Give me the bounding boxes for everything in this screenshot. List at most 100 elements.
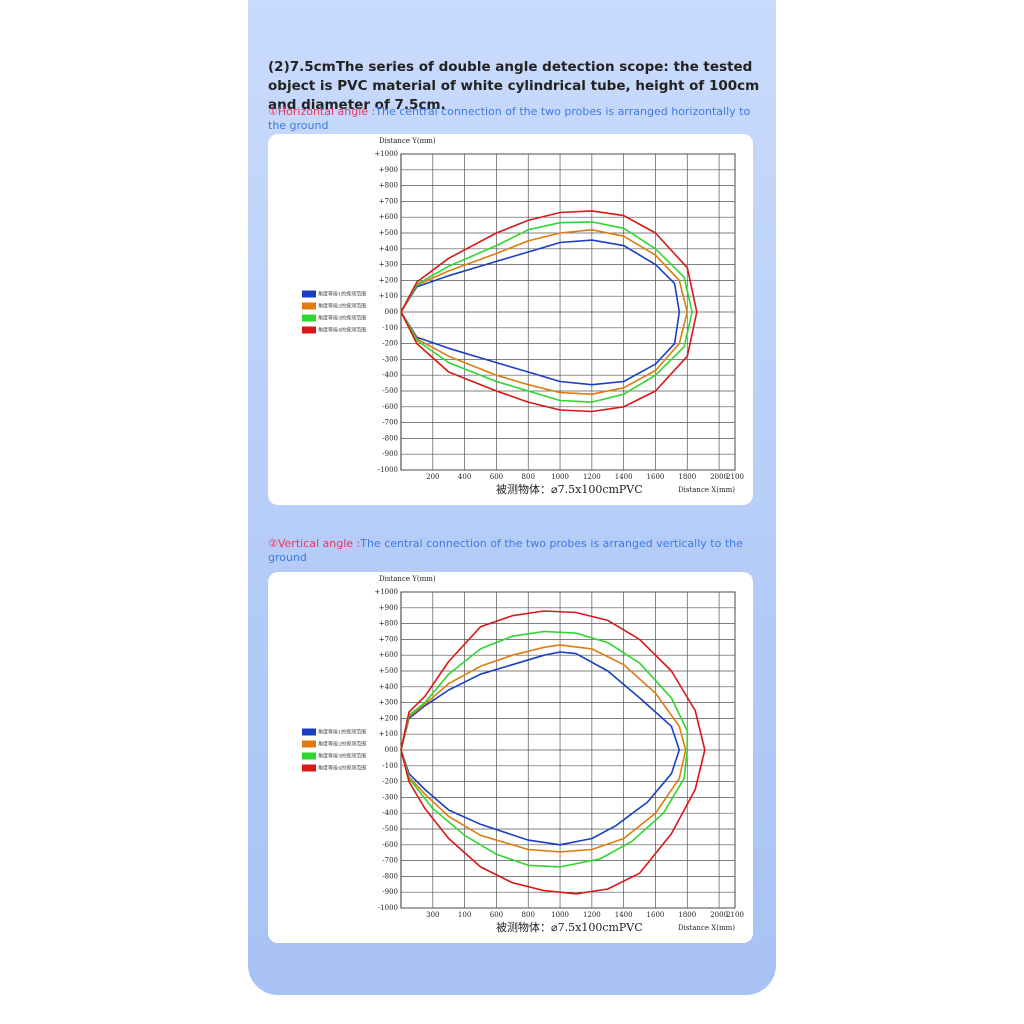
- x-tick-label: 1400: [615, 911, 633, 919]
- y-tick-label: +900: [379, 604, 398, 612]
- y-tick-label: +100: [379, 292, 398, 300]
- x-tick-label: 800: [522, 911, 535, 919]
- y-tick-label: +1000: [374, 588, 398, 596]
- y-tick-label: 000: [385, 746, 398, 754]
- y-tick-label: +400: [379, 245, 398, 253]
- x-tick-label: 200: [426, 473, 439, 481]
- y-tick-label: -1000: [378, 904, 398, 912]
- legend-label: 角度等级4的探测范围: [318, 327, 366, 334]
- y-tick-label: -100: [382, 324, 398, 332]
- legend-label: 角度等级1的探测范围: [318, 291, 366, 298]
- legend-swatch: [302, 764, 316, 772]
- y-tick-label: +500: [379, 667, 398, 675]
- legend-label: 角度等级2的探测范围: [318, 741, 366, 748]
- series-line: [400, 210, 698, 413]
- y-axis-label: Distance Y(mm): [379, 137, 436, 145]
- y-tick-label: +200: [379, 276, 398, 284]
- y-tick-label: -200: [382, 340, 398, 348]
- x-tick-label: 1600: [647, 911, 665, 919]
- y-tick-label: -900: [382, 888, 398, 896]
- caption-text: The central connection of the two probes…: [268, 105, 751, 132]
- legend-swatch: [302, 314, 316, 322]
- x-tick-label: 2100: [726, 911, 744, 919]
- chart-panel: +1000 +900 +800 +700 +600 +500 +400 +300 +200 +10…: [268, 134, 753, 505]
- legend-swatch: [302, 752, 316, 760]
- y-tick-label: -600: [382, 841, 398, 849]
- x-axis-label: Distance X(mm): [678, 486, 735, 494]
- caption-text: The central connection of the two probes…: [268, 537, 743, 564]
- series-line: [400, 630, 689, 868]
- y-tick-label: -700: [382, 857, 398, 865]
- y-tick-label: -600: [382, 403, 398, 411]
- y-tick-label: +700: [379, 197, 398, 205]
- x-tick-label: 2000: [710, 911, 728, 919]
- legend-label: 角度等级3的探测范围: [318, 315, 366, 322]
- y-tick-label: +300: [379, 699, 398, 707]
- legend-swatch: [302, 728, 316, 736]
- legend-swatch: [302, 326, 316, 334]
- series-line: [400, 651, 681, 846]
- legend-label: 角度等级1的探测范围: [318, 729, 366, 736]
- y-tick-label: -500: [382, 387, 398, 395]
- x-tick-label: 1600: [647, 473, 665, 481]
- y-tick-label: +800: [379, 620, 398, 628]
- caption-label: ①Horizontal angle :: [268, 105, 376, 118]
- heading: (2)7.5cmThe series of double angle detec…: [268, 59, 760, 113]
- y-tick-label: +800: [379, 182, 398, 190]
- y-tick-label: -700: [382, 419, 398, 427]
- y-tick-label: +500: [379, 229, 398, 237]
- y-tick-label: -100: [382, 762, 398, 770]
- y-tick-label: -300: [382, 793, 398, 801]
- legend-swatch: [302, 302, 316, 310]
- legend-label: 角度等级4的探测范围: [318, 765, 366, 772]
- y-tick-label: -800: [382, 434, 398, 442]
- x-tick-label: 400: [458, 473, 471, 481]
- x-axis-label: Distance X(mm): [678, 924, 735, 932]
- x-tick-label: 800: [522, 473, 535, 481]
- y-tick-label: +200: [379, 714, 398, 722]
- x-tick-label: 1800: [678, 473, 696, 481]
- y-tick-label: +700: [379, 635, 398, 643]
- legend-label: 角度等级2的探测范围: [318, 303, 366, 310]
- x-tick-label: 2100: [726, 473, 744, 481]
- x-tick-label: 600: [490, 911, 503, 919]
- series-line: [400, 229, 689, 395]
- series-line: [400, 610, 706, 895]
- series-line: [400, 644, 687, 853]
- y-tick-label: -800: [382, 872, 398, 880]
- note: 被测物体：⌀7.5x100cmPVC: [496, 482, 643, 496]
- legend-swatch: [302, 740, 316, 748]
- y-axis-label: Distance Y(mm): [379, 575, 436, 583]
- chart-panel: +1000 +900 +800 +700 +600 +500 +400 +300 +200 +10…: [268, 572, 753, 943]
- y-tick-label: -900: [382, 450, 398, 458]
- x-tick-label: 300: [426, 911, 439, 919]
- x-tick-label: 2000: [710, 473, 728, 481]
- legend-label: 角度等级3的探测范围: [318, 753, 366, 760]
- y-tick-label: +100: [379, 730, 398, 738]
- y-tick-label: -1000: [378, 466, 398, 474]
- y-tick-label: +600: [379, 651, 398, 659]
- x-tick-label: 1000: [551, 911, 569, 919]
- y-tick-label: +400: [379, 683, 398, 691]
- y-tick-label: +900: [379, 166, 398, 174]
- y-tick-label: -500: [382, 825, 398, 833]
- x-tick-label: 1200: [583, 473, 601, 481]
- y-tick-label: +300: [379, 261, 398, 269]
- x-tick-label: 1000: [551, 473, 569, 481]
- x-tick-label: 100: [458, 911, 471, 919]
- caption: ②Vertical angle :The central connection …: [268, 537, 760, 565]
- y-tick-label: -200: [382, 778, 398, 786]
- y-tick-label: 000: [385, 308, 398, 316]
- x-tick-label: 1400: [615, 473, 633, 481]
- y-tick-label: -400: [382, 371, 398, 379]
- x-tick-label: 1200: [583, 911, 601, 919]
- y-tick-label: -300: [382, 355, 398, 363]
- series-line: [400, 239, 681, 386]
- caption: ①Horizontal angle :The central connectio…: [268, 105, 760, 133]
- legend-swatch: [302, 290, 316, 298]
- caption-label: ②Vertical angle :: [268, 537, 361, 550]
- series-line: [400, 221, 693, 403]
- x-tick-label: 1800: [678, 911, 696, 919]
- note: 被测物体：⌀7.5x100cmPVC: [496, 920, 643, 934]
